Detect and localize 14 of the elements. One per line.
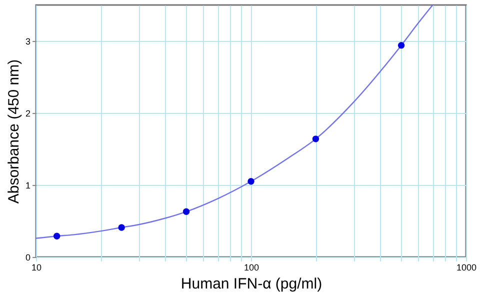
x-tick-label: 1000: [456, 262, 477, 272]
x-tick-label: 100: [244, 262, 260, 272]
point: [53, 232, 60, 240]
y-tick-label: 2: [25, 108, 30, 118]
y-tick-label: 3: [25, 36, 30, 46]
point: [248, 178, 254, 185]
y-tick-label: 1: [25, 180, 30, 190]
point: [182, 208, 190, 215]
x-tick-label: 10: [31, 262, 42, 272]
point: [118, 224, 125, 231]
y-axis-title: Absorbance (450 nm): [5, 59, 22, 204]
point: [312, 136, 320, 142]
x-axis-title: Human IFN-α (pg/ml): [180, 276, 322, 292]
y-tick-label: 0: [25, 252, 30, 262]
